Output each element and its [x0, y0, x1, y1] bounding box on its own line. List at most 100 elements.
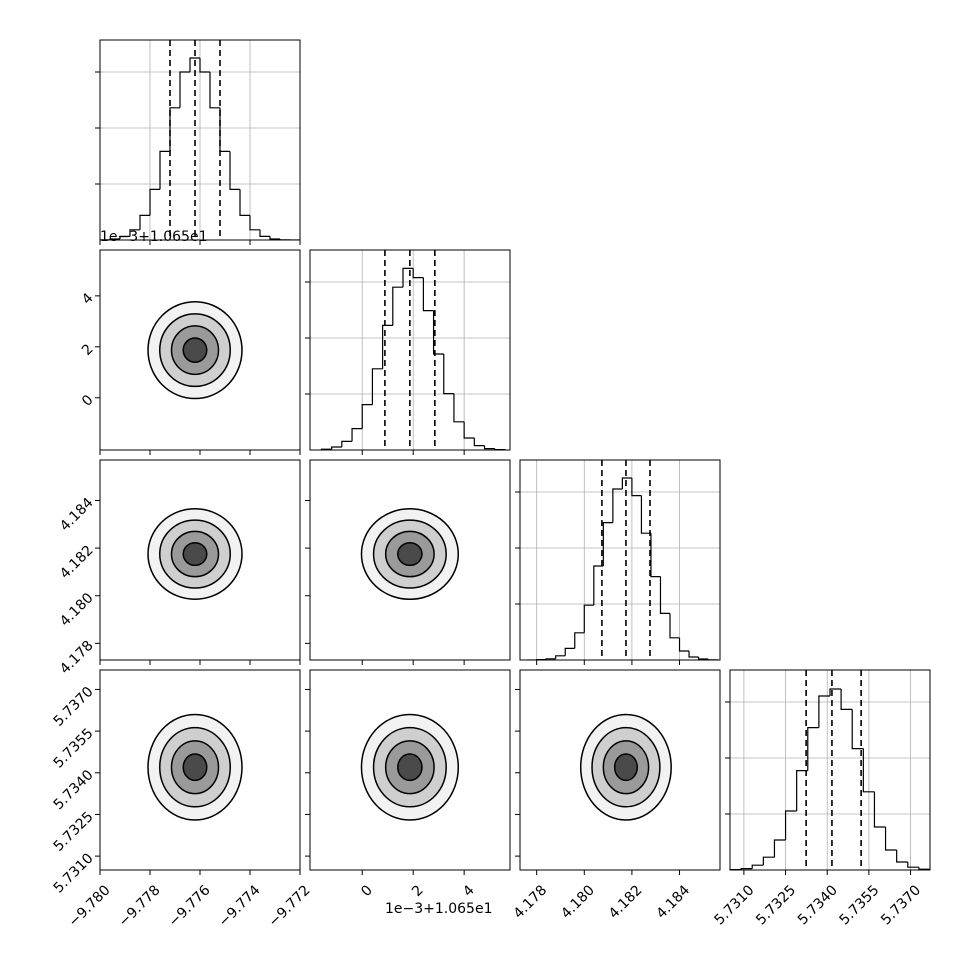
offset-text: 1e−3+1.065e1 — [385, 901, 493, 917]
panel-content — [147, 508, 243, 601]
y-tick-label: 4.180 — [57, 590, 97, 630]
histogram-bin — [219, 107, 230, 152]
x-tick-label: 0 — [358, 882, 376, 900]
x-tick-label: 5.7340 — [795, 882, 841, 928]
y-tick-label: 5.7310 — [51, 850, 97, 896]
histogram-bin — [259, 229, 270, 237]
histogram-bin — [412, 268, 424, 279]
histogram-bin — [239, 189, 250, 216]
x-tick-label: −9.776 — [166, 882, 214, 930]
histogram-bin — [331, 446, 342, 450]
histogram-bin — [249, 215, 260, 231]
panel-frame — [309, 249, 511, 451]
histogram-bin — [169, 107, 180, 152]
histogram-bin — [422, 277, 434, 312]
histogram-bin — [807, 727, 819, 771]
panel-content — [520, 460, 720, 660]
x-tick-label: 4.178 — [511, 882, 551, 922]
histogram-bin — [896, 850, 908, 863]
panel — [305, 249, 511, 455]
panel — [305, 459, 511, 665]
histogram-bin — [621, 477, 632, 489]
panel-frame — [309, 669, 511, 871]
contour — [182, 541, 208, 567]
panel-content — [730, 670, 930, 870]
x-tick-label: −9.780 — [66, 882, 114, 930]
histogram-bin — [229, 151, 240, 190]
histogram-bin — [796, 770, 808, 811]
contour — [182, 337, 208, 363]
panel-frame — [519, 459, 721, 661]
panel-content — [147, 300, 243, 400]
y-tick-label: 4.178 — [57, 638, 97, 678]
histogram-bin — [851, 709, 864, 750]
histogram-bin — [740, 868, 753, 870]
contour — [182, 753, 208, 782]
histogram-bin — [751, 864, 764, 869]
histogram-bin — [382, 324, 393, 369]
histogram-bin — [209, 72, 220, 109]
x-tick-label: −9.772 — [266, 882, 314, 930]
contour — [397, 753, 423, 782]
y-tick-label: 2 — [79, 341, 97, 359]
histogram-bin — [463, 421, 475, 439]
panel-frame — [99, 669, 301, 871]
panel-frame — [729, 669, 931, 871]
x-tick-label: 5.7355 — [837, 882, 883, 928]
histogram-bin — [583, 604, 594, 633]
histogram-bin — [371, 368, 383, 405]
histogram-bin — [818, 695, 830, 728]
panel-frame — [99, 39, 301, 241]
y-tick-label: 5.7370 — [51, 684, 97, 730]
histogram-bin — [139, 214, 150, 230]
y-tick-label: 4.182 — [57, 542, 97, 582]
histogram-bin — [199, 58, 210, 73]
histogram-bin — [884, 827, 897, 851]
x-tick-label: −9.774 — [216, 882, 264, 930]
histogram-bin — [269, 236, 280, 240]
panel — [515, 459, 721, 665]
panel-content — [360, 713, 460, 821]
histogram-bin — [773, 839, 786, 858]
histogram-bin — [678, 637, 690, 652]
histogram-bin — [840, 689, 853, 710]
y-tick-label: 5.7340 — [51, 767, 97, 813]
y-tick-label: 4 — [79, 290, 97, 308]
histogram-bin — [862, 748, 875, 793]
panel-frame — [99, 249, 301, 451]
histogram-bin — [907, 862, 919, 868]
x-tick-label: 4.184 — [653, 882, 693, 922]
panel — [95, 39, 301, 245]
histogram-bin — [361, 404, 373, 429]
histogram-bin — [189, 57, 200, 72]
histogram-bin — [762, 856, 775, 866]
histogram-bin — [159, 150, 170, 190]
histogram-bin — [473, 438, 485, 447]
contour — [397, 541, 423, 567]
histogram-bin — [129, 229, 140, 237]
histogram-bin — [179, 71, 190, 108]
histogram-bin — [351, 428, 363, 442]
panel: −9.780 −9.778 −9.776 −9.774 −9.7725.73105.73… — [51, 669, 314, 930]
y-tick-label: 0 — [79, 392, 97, 410]
panel-content — [360, 508, 460, 601]
histogram-bin — [453, 393, 465, 423]
histogram-bin — [640, 495, 651, 534]
panel-content — [100, 40, 300, 240]
panel-frame — [99, 459, 301, 661]
panel-content — [310, 250, 510, 450]
histogram-bin — [688, 651, 699, 658]
offset-text: 1e−3+1.065e1 — [100, 229, 208, 245]
histogram-bin — [402, 267, 414, 288]
y-tick-label: 5.7325 — [51, 809, 97, 855]
histogram-bin — [918, 867, 930, 870]
histogram-bin — [119, 235, 130, 239]
histogram-bin — [341, 440, 353, 447]
panel-frame — [309, 459, 511, 661]
histogram-bin — [555, 655, 566, 659]
panel-frame — [519, 669, 721, 871]
histogram-bin — [631, 478, 642, 497]
